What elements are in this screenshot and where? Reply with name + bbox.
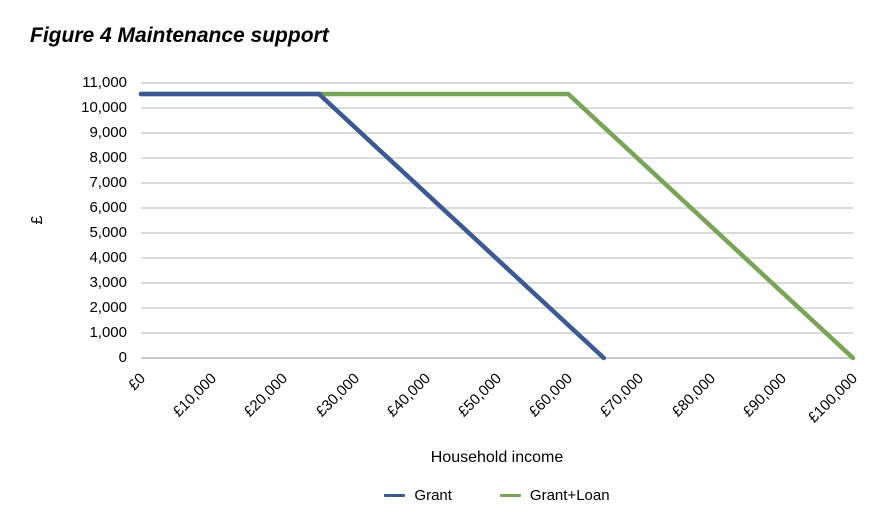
chart-title: Figure 4 Maintenance support <box>30 24 329 47</box>
y-tick-label: 4,000 <box>89 249 127 266</box>
y-tick-label: 6,000 <box>89 199 127 216</box>
legend-item-grant: Grant <box>384 487 452 504</box>
y-tick-label: 0 <box>118 349 127 366</box>
y-axis-title: £ <box>29 215 46 225</box>
series-line-grant <box>138 91 607 361</box>
y-tick-label: 5,000 <box>89 224 127 241</box>
legend-label: Grant+Loan <box>529 487 610 504</box>
y-tick-label: 10,000 <box>81 99 127 116</box>
y-tick-label: 3,000 <box>89 274 127 291</box>
y-tick-label: 2,000 <box>89 299 127 316</box>
y-tick-label: 8,000 <box>89 149 127 166</box>
y-tick-label: 7,000 <box>89 174 127 191</box>
legend-label: Grant <box>414 487 452 504</box>
legend-line-swatch <box>499 494 521 497</box>
y-tick-label: 1,000 <box>89 324 127 341</box>
legend-item-grant-loan: Grant+Loan <box>499 487 610 504</box>
x-axis-title: Household income <box>430 449 564 466</box>
chart-legend: Grant Grant+Loan <box>141 487 853 504</box>
y-tick-label: 9,000 <box>89 124 127 141</box>
y-tick-label: 11,000 <box>82 74 127 91</box>
legend-line-swatch <box>384 494 406 497</box>
